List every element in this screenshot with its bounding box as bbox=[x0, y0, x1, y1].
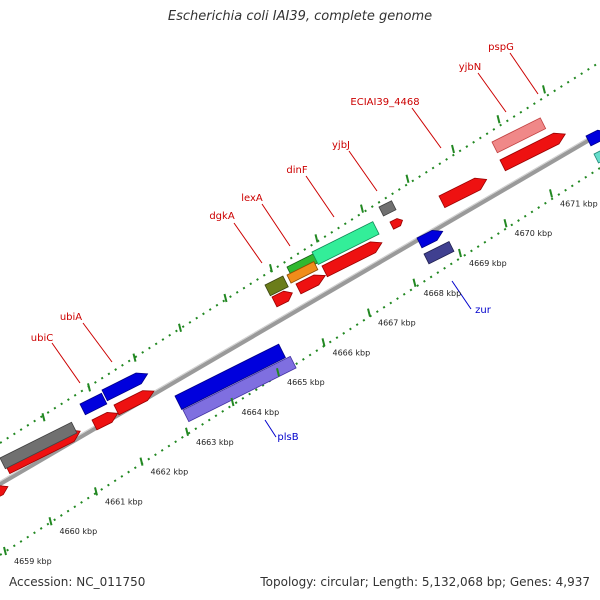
feature-track bbox=[0, 117, 600, 497]
leader-plsb bbox=[264, 419, 277, 438]
lower-tick bbox=[458, 248, 462, 258]
gene-label-lexa: lexA bbox=[241, 193, 263, 204]
feature-gray-left bbox=[0, 421, 78, 470]
lower-tick bbox=[503, 218, 508, 228]
tick-label: 4666 kbp bbox=[333, 348, 371, 357]
genome-summary: Topology: circular; Length: 5,132,068 bp… bbox=[260, 575, 590, 589]
upper-tick bbox=[87, 383, 91, 392]
gene-label-zur: zur bbox=[475, 305, 492, 316]
feature-pspG bbox=[499, 132, 566, 172]
tick-label: 4665 kbp bbox=[287, 378, 325, 387]
dotted-rings bbox=[0, 61, 600, 556]
upper-tick bbox=[132, 353, 137, 362]
lower-tick bbox=[367, 308, 371, 317]
leader-eciai39_4468 bbox=[411, 107, 442, 149]
map-title: Escherichia coli IAI39, complete genome bbox=[167, 9, 433, 24]
lower-tick bbox=[94, 487, 98, 496]
feature-red-dgkA bbox=[271, 290, 293, 308]
feature-gray-yjbJ bbox=[378, 200, 397, 217]
feature-ubiC-red bbox=[91, 412, 119, 431]
feature-blue-ubiA bbox=[101, 372, 149, 402]
lower-tick bbox=[549, 189, 553, 198]
gene-label-eciai39_4468: ECIAI39_4468 bbox=[350, 97, 419, 108]
tick-label: 4667 kbp bbox=[378, 319, 416, 328]
backbone-line-stroke bbox=[0, 131, 600, 487]
leader-ubic bbox=[51, 342, 81, 384]
gene-label-yjbj: yjbJ bbox=[332, 140, 350, 151]
backbone-line bbox=[0, 130, 600, 487]
upper-tick bbox=[496, 114, 501, 124]
backbone-line-highlight bbox=[0, 130, 600, 482]
feature-zur-blue bbox=[416, 230, 444, 249]
tick-label: 4671 kbp bbox=[560, 199, 598, 208]
upper-tick bbox=[269, 263, 273, 273]
lower-tick bbox=[139, 457, 144, 466]
feature-cyan-right-edge bbox=[593, 150, 600, 164]
tick-label: 4663 kbp bbox=[196, 438, 234, 447]
feature-red-tiny bbox=[389, 218, 404, 230]
gene-label-yjbn: yjbN bbox=[459, 62, 482, 73]
leader-zur bbox=[451, 280, 472, 310]
upper-tick bbox=[360, 204, 364, 213]
upper-tick bbox=[41, 412, 46, 422]
feature-red-dinF bbox=[295, 274, 327, 295]
lower-tick bbox=[321, 338, 326, 347]
upper-tick bbox=[314, 234, 319, 243]
leader-lexa bbox=[261, 203, 291, 247]
tick-layer: 4659 kbp 4660 kbp 4661 kbp 4662 kbp 4663 kbp… bbox=[3, 85, 598, 566]
feature-dgkA bbox=[264, 275, 289, 297]
tick-label: 4668 kbp bbox=[424, 289, 462, 298]
tick-label: 4662 kbp bbox=[151, 468, 189, 477]
gene-label-ubia: ubiA bbox=[60, 312, 82, 323]
upper-tick bbox=[178, 323, 182, 333]
accession-label: Accession: NC_011750 bbox=[9, 575, 146, 589]
leader-dgka bbox=[233, 222, 263, 264]
tick-label: 4669 kbp bbox=[469, 259, 507, 268]
lower-tick bbox=[185, 427, 189, 437]
lower-tick bbox=[230, 397, 235, 407]
gene-label-dinf: dinF bbox=[286, 165, 307, 176]
lower-tick bbox=[48, 516, 53, 526]
feature-ubiA-red bbox=[113, 390, 155, 416]
feature-yjbJ-red bbox=[321, 241, 383, 278]
tick-label: 4664 kbp bbox=[242, 408, 280, 417]
tick-label: 4660 kbp bbox=[60, 527, 98, 536]
leader-yjbn bbox=[477, 72, 507, 113]
feature-left-edge-red bbox=[0, 485, 9, 497]
leader-ubia bbox=[82, 322, 113, 363]
leader-dinf bbox=[305, 175, 335, 218]
tick-label: 4659 kbp bbox=[14, 557, 52, 566]
lower-tick bbox=[412, 278, 417, 288]
feature-blue-right-edge bbox=[585, 129, 600, 147]
feature-zur-dark bbox=[423, 240, 455, 265]
upper-tick bbox=[405, 174, 410, 184]
feature-blue-long bbox=[174, 343, 286, 410]
upper-tick bbox=[223, 293, 228, 303]
gene-label-pspg: pspG bbox=[488, 42, 514, 53]
gene-label-dgka: dgkA bbox=[209, 211, 234, 222]
gene-label-ubic: ubiC bbox=[31, 333, 53, 344]
feature-plsB bbox=[182, 355, 297, 423]
upper-dotted-ring bbox=[0, 61, 600, 444]
feature-dinF bbox=[311, 221, 380, 266]
gene-label-plsb: plsB bbox=[277, 432, 298, 443]
leader-yjbj bbox=[348, 150, 378, 192]
feature-lexA-orange bbox=[286, 261, 319, 284]
feature-yjbN bbox=[491, 117, 547, 154]
tick-label: 4670 kbp bbox=[515, 229, 553, 238]
gene-label-layer: ubiC ubiA dgkA lexA dinF yjbJ ECIAI39_4468 yjbN… bbox=[31, 42, 514, 443]
lower-dotted-ring bbox=[0, 167, 600, 556]
label-leaders bbox=[51, 52, 539, 438]
tick-label: 4661 kbp bbox=[105, 497, 143, 506]
upper-tick bbox=[451, 144, 455, 154]
lower-tick bbox=[3, 546, 7, 556]
leader-pspg bbox=[509, 52, 539, 95]
feature-ECIAI39-4468 bbox=[438, 177, 488, 209]
upper-tick bbox=[542, 85, 546, 94]
lower-tick bbox=[276, 367, 280, 377]
feature-blue-small bbox=[79, 392, 108, 416]
